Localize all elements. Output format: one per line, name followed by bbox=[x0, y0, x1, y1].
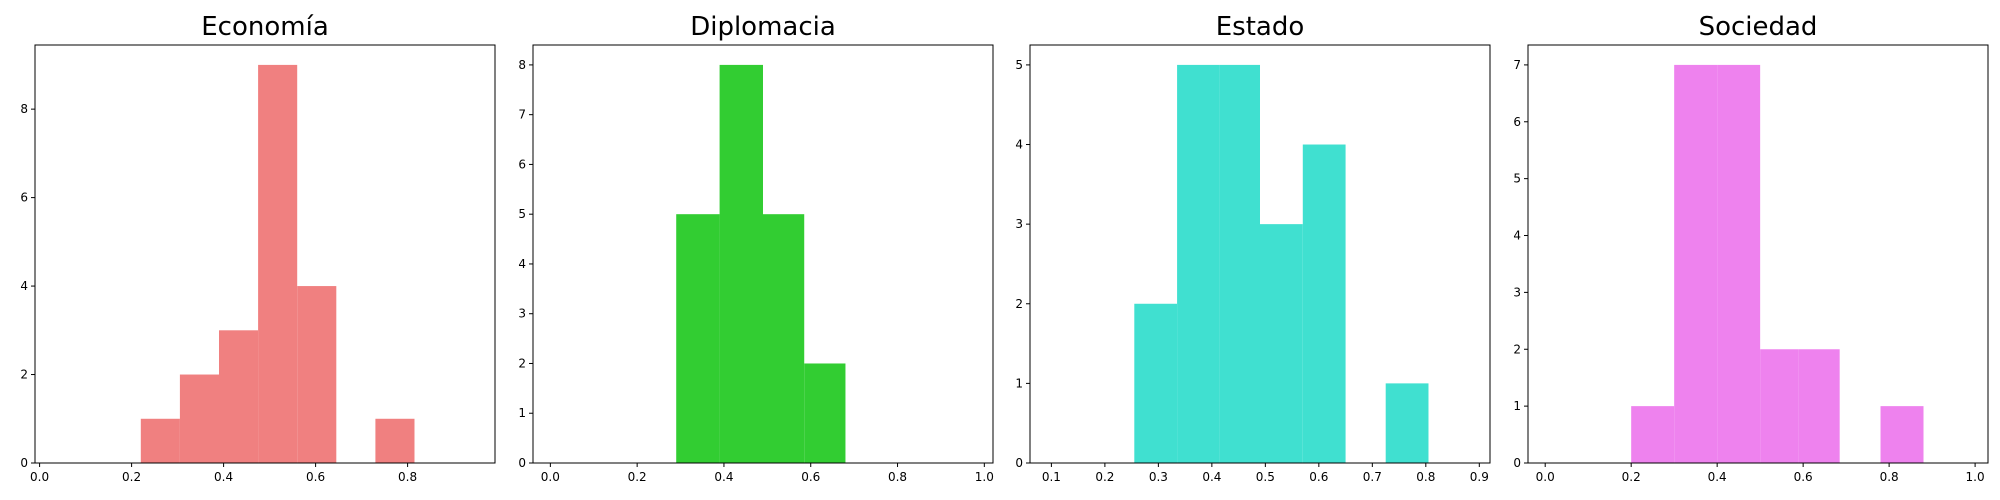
y-tick-label: 1 bbox=[1015, 376, 1023, 390]
histogram-bar bbox=[1219, 64, 1260, 464]
histogram-bar bbox=[258, 64, 298, 464]
y-tick-label: 7 bbox=[1513, 58, 1521, 72]
axes-frame bbox=[34, 44, 496, 464]
y-tick-label: 0 bbox=[1513, 456, 1521, 470]
histogram-bar bbox=[1260, 224, 1303, 463]
panel-sociedad: Sociedad 0.0 0.2 0.4 0.6 0.8 1.0 0 1 2 3 4 5 6 7 bbox=[1513, 12, 1989, 484]
axes-frame bbox=[1527, 44, 1989, 464]
x-tick-label: 0.2 bbox=[122, 470, 141, 484]
histogram-bar bbox=[1177, 64, 1220, 464]
histogram-bar bbox=[1717, 64, 1761, 464]
histogram-bar bbox=[219, 330, 259, 463]
histogram-bar bbox=[1674, 64, 1718, 464]
y-tick-label: 3 bbox=[1513, 285, 1521, 299]
x-tick-label: 0.8 bbox=[398, 470, 417, 484]
x-tick-label: 0.0 bbox=[30, 470, 49, 484]
y-tick-label: 7 bbox=[518, 108, 526, 122]
x-tick-label: 0.2 bbox=[628, 470, 647, 484]
histogram-bar bbox=[676, 214, 720, 463]
x-tick-label: 0.3 bbox=[1149, 470, 1168, 484]
y-tick-label: 8 bbox=[518, 58, 526, 72]
x-tick-label: 0.7 bbox=[1363, 470, 1382, 484]
histogram-bar bbox=[1385, 383, 1429, 463]
x-tick-label: 0.0 bbox=[541, 470, 560, 484]
histogram-bar bbox=[1302, 144, 1346, 463]
x-tick-label: 0.4 bbox=[714, 470, 733, 484]
panel-economia: Economía 0.0 0.2 0.4 0.6 0.8 0 2 4 6 8 bbox=[20, 12, 496, 484]
panel-title: Sociedad bbox=[1699, 12, 1818, 42]
y-tick-label: 5 bbox=[1513, 172, 1521, 186]
x-tick-label: 0.8 bbox=[1880, 470, 1899, 484]
x-tick-label: 0.9 bbox=[1470, 470, 1489, 484]
y-tick-label: 6 bbox=[1513, 115, 1521, 129]
histogram-bar bbox=[719, 64, 763, 464]
x-tick-label: 0.4 bbox=[214, 470, 233, 484]
x-tick-label: 0.0 bbox=[1536, 470, 1555, 484]
y-tick-label: 2 bbox=[20, 368, 28, 382]
axes-frame bbox=[532, 44, 994, 464]
x-tick-label: 0.4 bbox=[1708, 470, 1727, 484]
y-tick-label: 0 bbox=[1015, 456, 1023, 470]
histogram-bar bbox=[297, 286, 337, 463]
y-tick-label: 8 bbox=[20, 102, 28, 116]
y-tick-label: 4 bbox=[518, 257, 526, 271]
x-tick-label: 1.0 bbox=[1966, 470, 1985, 484]
histogram-bar bbox=[1134, 303, 1178, 463]
y-tick-label: 2 bbox=[518, 356, 526, 370]
x-tick-label: 0.4 bbox=[1202, 470, 1221, 484]
y-tick-label: 6 bbox=[20, 191, 28, 205]
y-tick-label: 1 bbox=[518, 406, 526, 420]
histogram-bar bbox=[1798, 349, 1840, 463]
y-tick-label: 0 bbox=[518, 456, 526, 470]
x-tick-label: 0.6 bbox=[1794, 470, 1813, 484]
y-tick-label: 5 bbox=[1015, 58, 1023, 72]
y-tick-label: 2 bbox=[1513, 342, 1521, 356]
histogram-bar bbox=[1880, 406, 1924, 463]
histogram-bar bbox=[1760, 349, 1799, 463]
y-tick-label: 4 bbox=[20, 279, 28, 293]
axes-frame bbox=[1029, 44, 1491, 464]
y-tick-label: 2 bbox=[1015, 297, 1023, 311]
histogram-bar bbox=[375, 418, 415, 463]
x-tick-label: 0.6 bbox=[306, 470, 325, 484]
x-tick-label: 0.6 bbox=[801, 470, 820, 484]
y-tick-label: 0 bbox=[20, 456, 28, 470]
x-tick-label: 0.2 bbox=[1095, 470, 1114, 484]
panel-title: Economía bbox=[201, 12, 329, 42]
x-tick-label: 1.0 bbox=[975, 470, 994, 484]
histogram-bar bbox=[763, 214, 805, 463]
y-tick-label: 6 bbox=[518, 157, 526, 171]
y-tick-label: 4 bbox=[1015, 138, 1023, 152]
panel-diplomacia: Diplomacia 0.0 0.2 0.4 0.6 0.8 1.0 0 1 2 3 4 5 6 7 8 bbox=[518, 12, 994, 484]
y-tick-label: 4 bbox=[1513, 229, 1521, 243]
x-tick-label: 0.8 bbox=[888, 470, 907, 484]
x-tick-label: 0.8 bbox=[1416, 470, 1435, 484]
panel-estado: Estado 0.1 0.2 0.3 0.4 0.5 0.6 0.7 0.8 0.9 0 1 2 3 4 5 bbox=[1015, 12, 1491, 484]
panel-title: Estado bbox=[1216, 12, 1305, 42]
x-tick-label: 0.1 bbox=[1042, 470, 1061, 484]
panel-title: Diplomacia bbox=[690, 12, 836, 42]
x-tick-label: 0.5 bbox=[1256, 470, 1275, 484]
histogram-bar bbox=[804, 363, 846, 463]
histogram-bar bbox=[1631, 406, 1675, 463]
y-tick-label: 5 bbox=[518, 207, 526, 221]
histogram-bar bbox=[179, 374, 219, 463]
y-tick-label: 1 bbox=[1513, 399, 1521, 413]
x-tick-label: 0.6 bbox=[1309, 470, 1328, 484]
y-tick-label: 3 bbox=[1015, 217, 1023, 231]
y-tick-label: 3 bbox=[518, 307, 526, 321]
x-tick-label: 0.2 bbox=[1622, 470, 1641, 484]
histogram-bar bbox=[140, 418, 180, 463]
